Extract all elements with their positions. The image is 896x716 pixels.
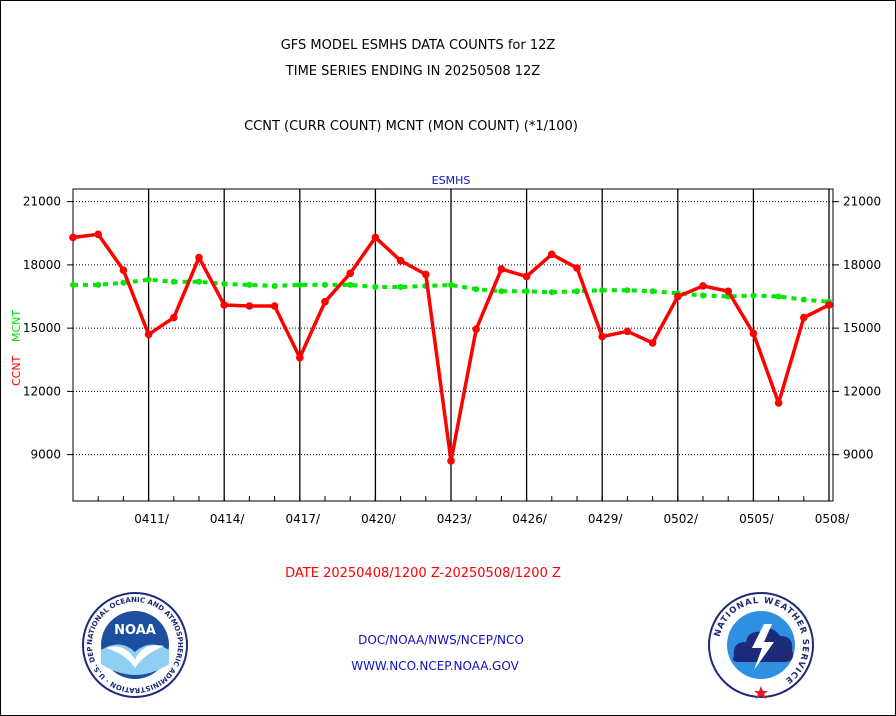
panel-title: ESMHS bbox=[432, 174, 471, 187]
data-point-ccnt bbox=[321, 297, 329, 306]
nws-logo: NATIONAL WEATHER SERVICE bbox=[708, 592, 814, 699]
date-range-label: DATE 20250408/1200 Z-20250508/1200 Z bbox=[285, 566, 561, 581]
plot-frame bbox=[72, 188, 834, 502]
data-point-ccnt bbox=[119, 266, 128, 274]
data-point-mcnt bbox=[498, 288, 505, 295]
data-point-mcnt bbox=[750, 292, 757, 299]
y-tick-label-right: 12000 bbox=[843, 384, 881, 398]
data-point-ccnt bbox=[144, 330, 153, 339]
data-point-ccnt bbox=[270, 302, 279, 310]
data-point-ccnt bbox=[346, 269, 355, 278]
data-point-ccnt bbox=[548, 250, 556, 259]
y-tick-label-left: 9000 bbox=[30, 448, 61, 462]
website-link[interactable]: WWW.NCO.NCEP.NOAA.GOV bbox=[351, 659, 519, 673]
chart-title-line1: GFS MODEL ESMHS DATA COUNTS for 12Z bbox=[280, 38, 556, 53]
agency-path-label: DOC/NOAA/NWS/NCEP/NCO bbox=[358, 633, 524, 647]
x-tick-label: 0426/ bbox=[512, 512, 548, 526]
series-legend-line: CCNT (CURR COUNT) MCNT (MON COUNT) (*1/1… bbox=[244, 119, 578, 134]
data-point-ccnt bbox=[497, 265, 506, 273]
data-point-ccnt bbox=[800, 313, 808, 322]
y-tick-label-right: 18000 bbox=[843, 258, 881, 272]
data-point-ccnt bbox=[699, 282, 707, 290]
axis-layer: 9000 9000 12000 12000 15000 15000 18000 18000 21… bbox=[23, 188, 881, 526]
data-point-ccnt bbox=[724, 287, 732, 296]
data-point-ccnt bbox=[447, 457, 455, 465]
data-point-ccnt bbox=[170, 313, 178, 322]
data-point-mcnt bbox=[196, 278, 202, 285]
data-point-mcnt bbox=[271, 282, 278, 289]
data-point-mcnt bbox=[574, 288, 580, 295]
x-tick-label: 0508/ bbox=[815, 512, 851, 526]
data-point-mcnt bbox=[221, 280, 228, 287]
data-point-mcnt bbox=[322, 281, 328, 288]
data-point-ccnt bbox=[245, 302, 254, 310]
data-point-ccnt bbox=[396, 256, 405, 265]
y-tick-label-left: 12000 bbox=[23, 384, 61, 398]
series-layer bbox=[69, 230, 833, 465]
data-point-mcnt bbox=[700, 292, 706, 299]
noaa-logo-text: NOAA bbox=[114, 623, 156, 638]
data-point-ccnt bbox=[472, 325, 481, 333]
y-axis-label-mcnt: MCNT bbox=[10, 310, 23, 342]
data-point-mcnt bbox=[170, 278, 177, 285]
data-point-mcnt bbox=[120, 279, 127, 286]
data-point-ccnt bbox=[371, 233, 380, 242]
data-point-mcnt bbox=[775, 293, 782, 300]
y-tick-label-left: 21000 bbox=[23, 195, 61, 209]
y-tick-label-left: 18000 bbox=[23, 258, 61, 272]
data-point-ccnt bbox=[674, 292, 682, 301]
data-point-mcnt bbox=[548, 289, 555, 296]
data-point-mcnt bbox=[145, 276, 152, 283]
data-point-mcnt bbox=[296, 281, 303, 288]
data-point-ccnt bbox=[522, 272, 531, 281]
data-point-mcnt bbox=[397, 284, 404, 291]
data-point-mcnt bbox=[523, 288, 530, 295]
data-point-mcnt bbox=[70, 281, 76, 288]
data-point-mcnt bbox=[448, 281, 454, 288]
x-tick-label: 0414/ bbox=[210, 512, 246, 526]
y-tick-label-right: 21000 bbox=[843, 195, 881, 209]
y-tick-label-left: 15000 bbox=[23, 321, 61, 335]
x-tick-label: 0505/ bbox=[739, 512, 775, 526]
data-point-ccnt bbox=[598, 332, 606, 341]
data-point-ccnt bbox=[220, 301, 228, 309]
x-tick-label: 0417/ bbox=[286, 512, 322, 526]
data-point-ccnt bbox=[296, 353, 304, 362]
data-point-mcnt bbox=[800, 296, 807, 303]
data-point-ccnt bbox=[623, 327, 632, 336]
chart-title-line2: TIME SERIES ENDING IN 20250508 12Z bbox=[285, 64, 541, 79]
y-tick-label-right: 15000 bbox=[843, 321, 881, 335]
data-point-mcnt bbox=[599, 287, 606, 294]
x-tick-label: 0502/ bbox=[664, 512, 700, 526]
data-point-mcnt bbox=[95, 281, 102, 288]
grid-layer bbox=[73, 189, 833, 501]
data-point-ccnt bbox=[774, 399, 783, 407]
data-point-mcnt bbox=[347, 281, 354, 288]
data-point-mcnt bbox=[246, 281, 253, 288]
data-point-ccnt bbox=[69, 233, 77, 242]
data-point-ccnt bbox=[195, 253, 203, 262]
data-point-mcnt bbox=[372, 284, 379, 291]
data-point-ccnt bbox=[648, 339, 657, 347]
x-tick-label: 0411/ bbox=[134, 512, 170, 526]
data-point-ccnt bbox=[749, 329, 758, 338]
x-tick-label: 0423/ bbox=[437, 512, 473, 526]
data-point-mcnt bbox=[649, 288, 656, 295]
data-point-ccnt bbox=[94, 230, 102, 239]
data-point-mcnt bbox=[624, 287, 631, 294]
data-point-ccnt bbox=[573, 264, 581, 272]
data-point-ccnt bbox=[422, 270, 430, 279]
x-tick-label: 0429/ bbox=[588, 512, 624, 526]
data-point-mcnt bbox=[473, 286, 480, 293]
noaa-logo: NATIONAL OCEANIC AND ATMOSPHERIC ADMINIS… bbox=[80, 590, 188, 698]
data-point-ccnt bbox=[825, 301, 833, 309]
x-tick-label: 0420/ bbox=[361, 512, 397, 526]
y-axis-label-ccnt: CCNT bbox=[10, 355, 23, 386]
y-tick-label-right: 9000 bbox=[843, 448, 874, 462]
